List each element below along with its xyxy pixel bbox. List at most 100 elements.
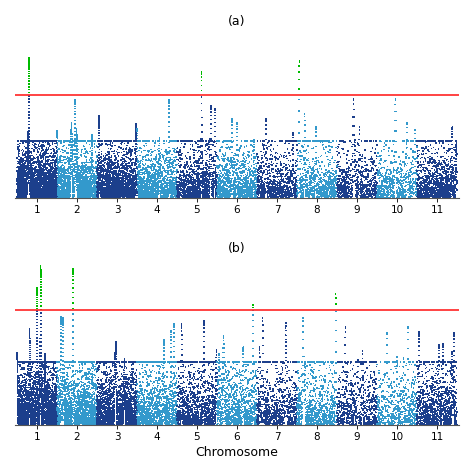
Point [53, 377, 60, 385]
Point [266, 155, 274, 163]
Point [349, 409, 357, 417]
Point [114, 160, 122, 168]
Point [117, 413, 125, 421]
Point [87, 189, 94, 196]
Point [330, 409, 338, 417]
Point [132, 127, 140, 135]
Point [212, 404, 220, 411]
Point [88, 360, 96, 367]
Point [340, 192, 347, 200]
Point [166, 173, 174, 180]
Point [210, 175, 218, 182]
Point [283, 193, 290, 201]
Point [376, 183, 384, 191]
Point [77, 175, 84, 183]
Point [96, 162, 104, 170]
Point [112, 398, 120, 406]
Point [245, 163, 252, 170]
Point [448, 349, 456, 356]
Point [124, 405, 131, 412]
Point [80, 386, 88, 394]
Point [233, 141, 240, 149]
Point [123, 185, 130, 193]
Point [116, 395, 123, 403]
Point [194, 416, 201, 423]
Point [110, 192, 118, 200]
Point [69, 146, 77, 154]
Point [139, 420, 147, 428]
Point [347, 403, 355, 410]
Point [107, 192, 114, 200]
Point [30, 419, 37, 426]
Point [109, 186, 117, 194]
Point [329, 183, 337, 191]
Point [415, 392, 422, 400]
Point [219, 370, 227, 378]
Point [24, 420, 31, 428]
Point [365, 387, 372, 394]
Point [170, 320, 178, 328]
Point [377, 358, 384, 366]
Point [117, 385, 124, 393]
Point [209, 418, 216, 425]
Point [160, 355, 167, 363]
Point [102, 414, 109, 421]
Point [28, 193, 36, 201]
Point [303, 138, 310, 146]
Point [168, 156, 175, 164]
Point [164, 405, 171, 413]
Point [166, 383, 174, 391]
Point [102, 401, 110, 408]
Point [388, 416, 395, 423]
Point [166, 373, 174, 381]
Point [243, 193, 251, 201]
Point [183, 167, 191, 174]
Point [125, 418, 133, 426]
Point [96, 175, 104, 182]
Point [446, 165, 453, 173]
Point [27, 419, 35, 427]
Point [42, 187, 49, 195]
Point [416, 191, 424, 198]
Point [24, 129, 32, 137]
Point [48, 183, 55, 191]
Point [42, 169, 49, 177]
Point [359, 405, 367, 412]
Point [140, 399, 148, 407]
Point [59, 365, 66, 373]
Point [315, 366, 323, 374]
Point [278, 189, 286, 197]
Point [277, 378, 284, 385]
Point [388, 159, 396, 167]
Point [451, 403, 458, 410]
Point [171, 393, 178, 401]
Point [158, 406, 166, 413]
Point [76, 419, 83, 426]
Point [145, 174, 152, 182]
Point [446, 358, 454, 366]
Point [129, 143, 137, 150]
Point [50, 147, 58, 155]
Point [21, 419, 29, 427]
Point [140, 419, 147, 427]
Point [37, 188, 45, 195]
Point [424, 415, 432, 423]
Point [440, 185, 447, 192]
Point [303, 414, 311, 421]
Point [278, 187, 285, 195]
Point [276, 187, 284, 195]
Point [451, 184, 459, 191]
Point [173, 182, 181, 190]
Point [17, 414, 24, 421]
Point [116, 417, 124, 424]
Point [136, 404, 144, 412]
Point [30, 419, 37, 427]
Point [120, 177, 128, 184]
Point [201, 417, 209, 425]
Point [52, 173, 59, 180]
Point [38, 403, 46, 411]
Point [219, 189, 227, 196]
Point [23, 418, 31, 426]
Point [102, 192, 110, 200]
Point [452, 394, 459, 401]
